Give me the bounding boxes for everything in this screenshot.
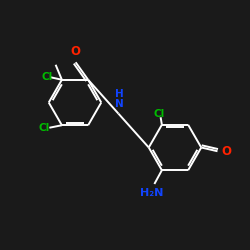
Text: Cl: Cl [38, 123, 49, 133]
Text: Cl: Cl [42, 72, 53, 82]
Text: H₂N: H₂N [140, 188, 164, 198]
Text: H
N: H N [115, 90, 124, 109]
Text: O: O [221, 145, 231, 158]
Text: Cl: Cl [154, 108, 165, 118]
Text: O: O [71, 45, 81, 58]
